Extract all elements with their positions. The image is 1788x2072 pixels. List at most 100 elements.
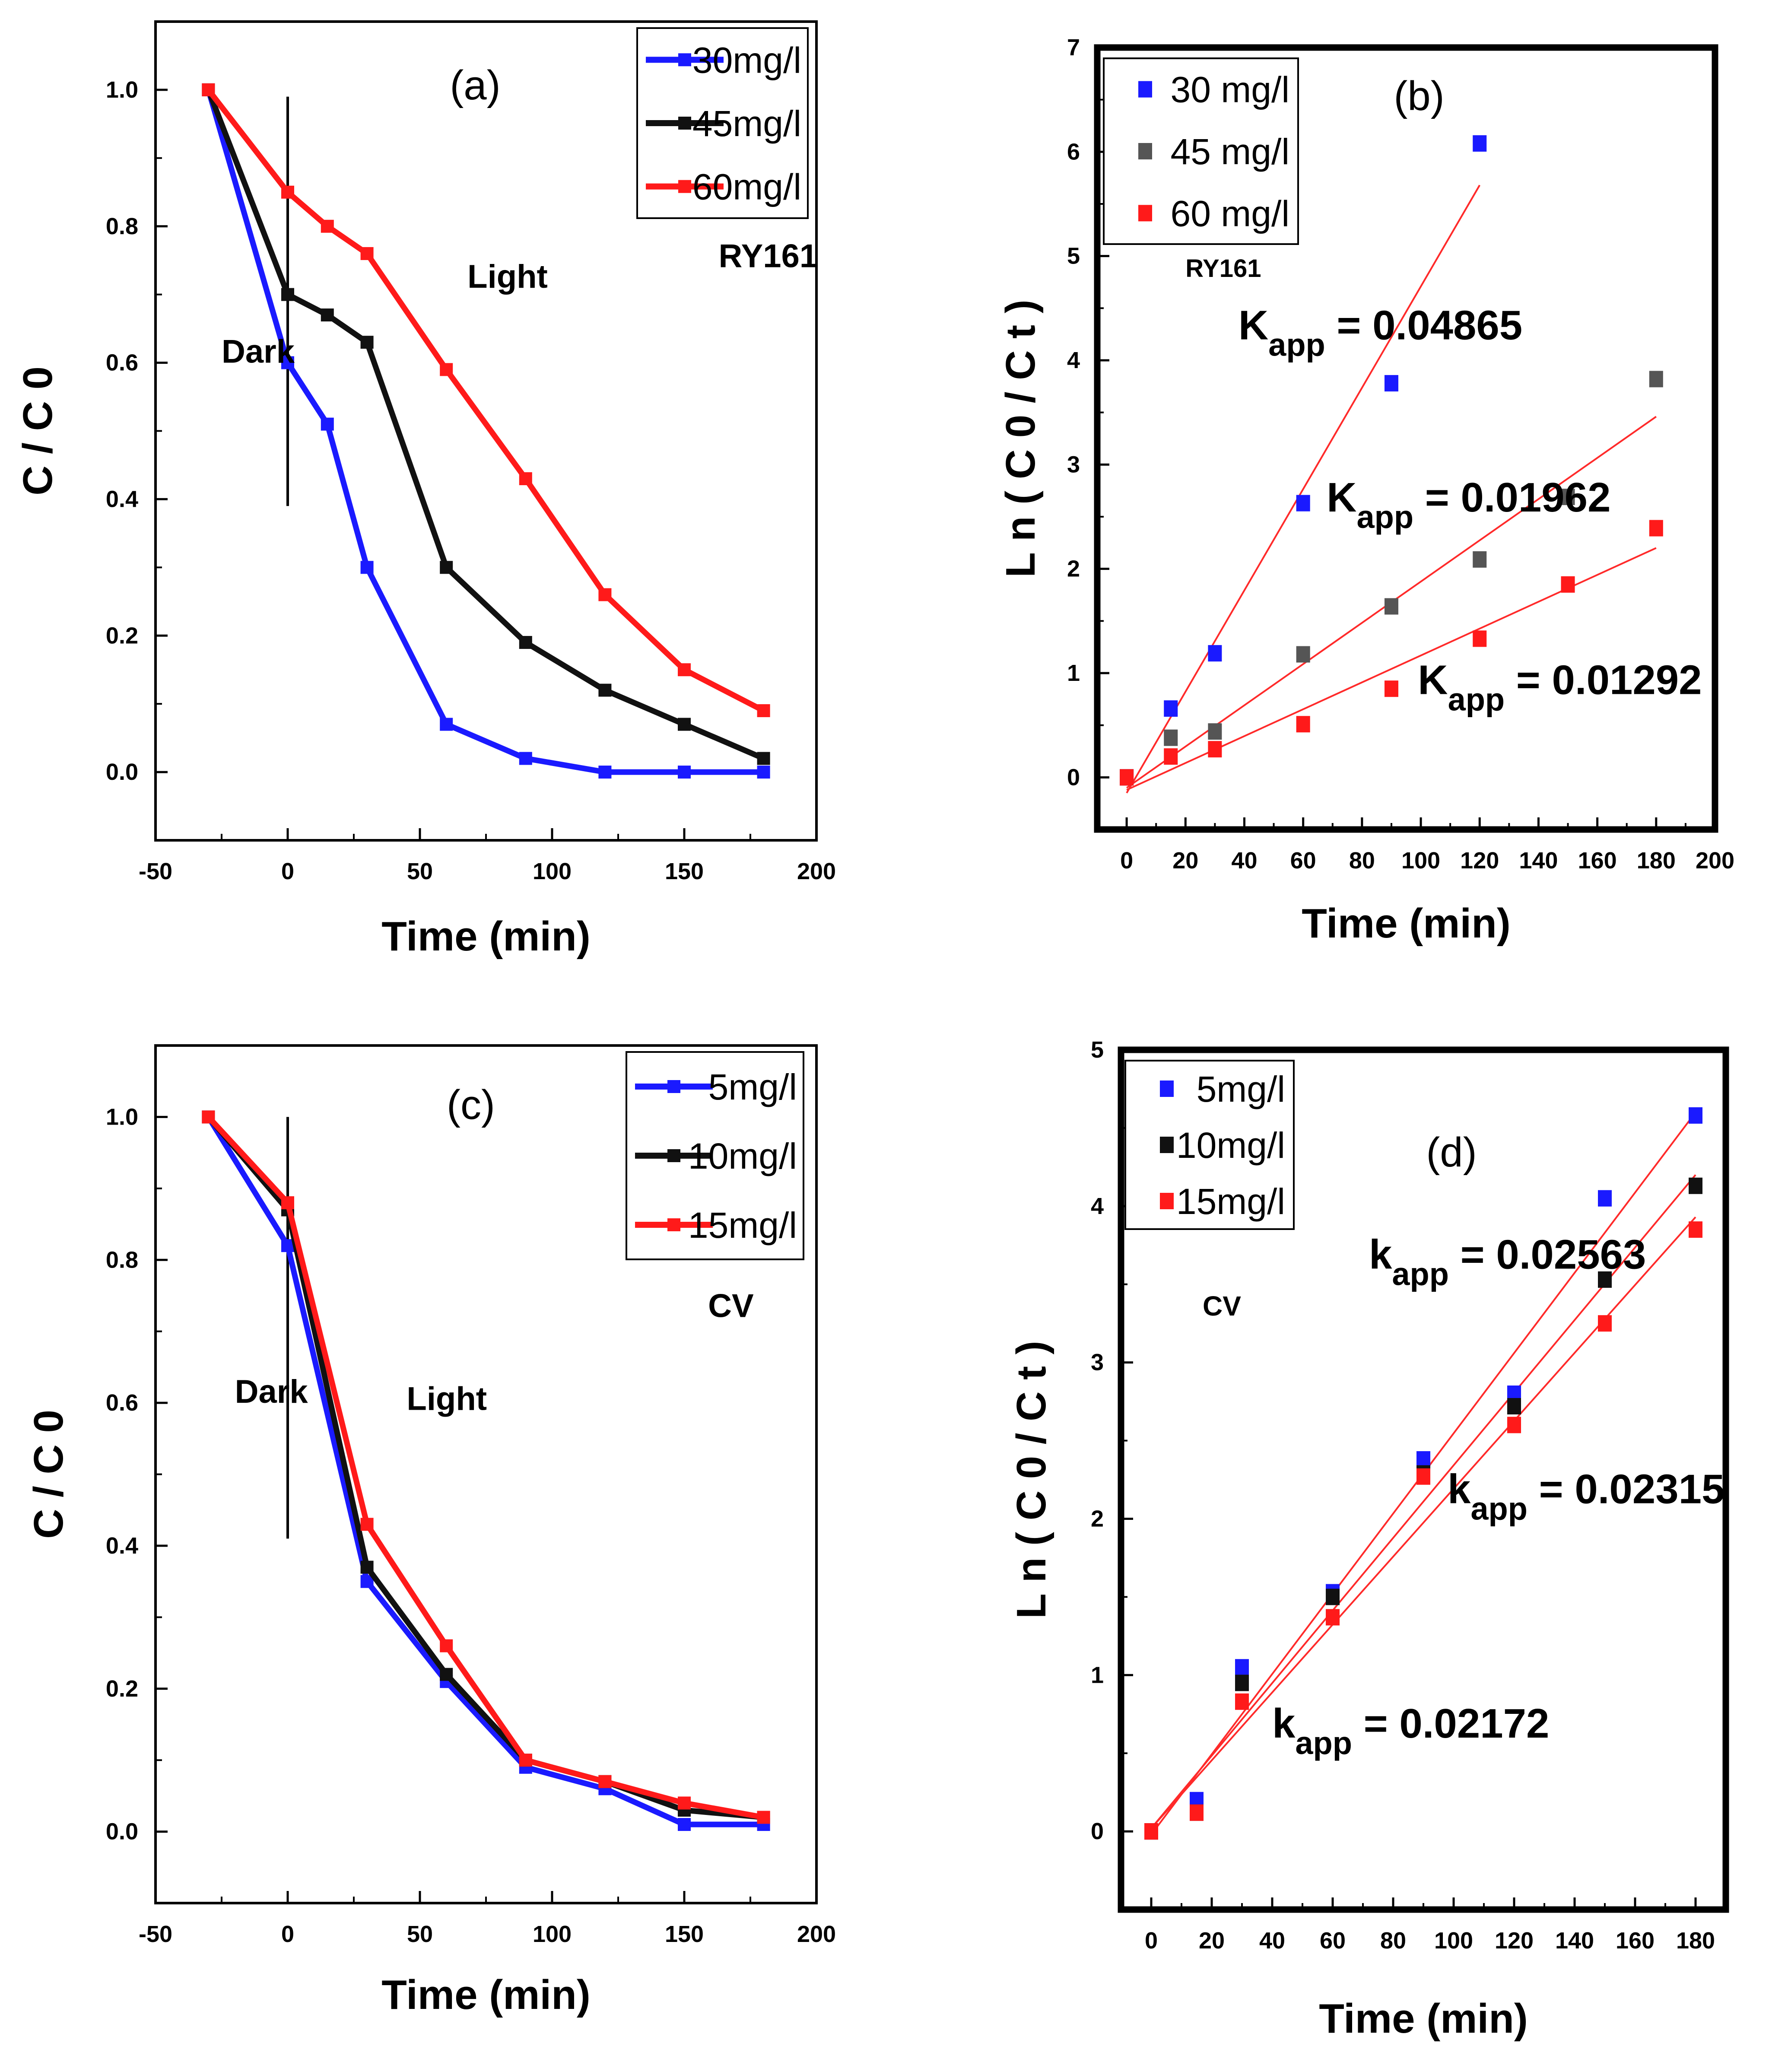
data-point bbox=[1507, 1417, 1521, 1433]
data-point bbox=[440, 1668, 453, 1681]
series-line-10mg/l bbox=[206, 1115, 764, 1820]
legend-swatch bbox=[1138, 143, 1152, 159]
data-point bbox=[1208, 741, 1222, 758]
annotation-text: CV bbox=[1203, 1290, 1241, 1322]
y-tick-label: 2 bbox=[1067, 556, 1080, 582]
data-point bbox=[598, 766, 612, 779]
legend-label: 5mg/l bbox=[1197, 1069, 1285, 1109]
data-point bbox=[360, 561, 374, 574]
x-tick-label: 160 bbox=[1616, 1928, 1655, 1954]
rate-constant-value: = 0.04865 bbox=[1325, 302, 1522, 349]
x-tick-label: 40 bbox=[1231, 848, 1257, 874]
y-tick-label: 0.0 bbox=[106, 1819, 138, 1845]
legend-label: 15mg/l bbox=[1176, 1181, 1285, 1222]
x-tick-label: 80 bbox=[1349, 848, 1375, 874]
rate-constant-symbol: K bbox=[1418, 657, 1448, 703]
rate-constant-label: Kapp = 0.01292 bbox=[1418, 657, 1702, 717]
data-point bbox=[281, 1196, 294, 1209]
x-tick-label: 120 bbox=[1460, 848, 1499, 874]
data-point bbox=[1649, 371, 1663, 388]
y-tick-label: 1 bbox=[1091, 1662, 1104, 1688]
data-point bbox=[1598, 1271, 1612, 1288]
y-tick-label: 1 bbox=[1067, 660, 1080, 686]
x-tick-label: 180 bbox=[1676, 1928, 1715, 1954]
data-point bbox=[1164, 729, 1178, 746]
data-point bbox=[281, 288, 294, 301]
y-tick-label: 0.0 bbox=[106, 759, 138, 785]
data-point bbox=[1296, 646, 1310, 663]
data-point bbox=[1326, 1589, 1340, 1605]
x-tick-label: 0 bbox=[281, 858, 294, 884]
legend-label: 5mg/l bbox=[708, 1067, 797, 1107]
x-tick-label: 100 bbox=[1401, 848, 1440, 874]
x-tick-label: 150 bbox=[665, 858, 704, 884]
panel-d: 0 20 40 60 80 100 120 140 160 180 0 1 2 3 4 5 Time (min)… bbox=[1008, 1037, 1729, 2042]
data-point bbox=[1473, 135, 1487, 152]
data-point bbox=[598, 683, 612, 697]
legend-swatch-marker bbox=[667, 1218, 680, 1231]
rate-constant-value: = 0.02315 bbox=[1528, 1466, 1724, 1512]
data-point bbox=[1208, 645, 1222, 662]
data-point bbox=[757, 766, 770, 779]
data-point bbox=[757, 1811, 770, 1824]
rate-constant-label: kapp = 0.02315 bbox=[1448, 1466, 1724, 1526]
annotation-text: Dark bbox=[235, 1373, 308, 1410]
x-tick-label: 140 bbox=[1519, 848, 1558, 874]
legend-swatch bbox=[1138, 81, 1152, 98]
rate-constant-label: kapp = 0.02563 bbox=[1369, 1232, 1646, 1292]
data-point bbox=[1144, 1823, 1158, 1840]
data-point bbox=[1473, 551, 1487, 568]
data-point bbox=[678, 663, 691, 677]
x-tick-label: 50 bbox=[407, 1921, 433, 1947]
data-point bbox=[360, 336, 374, 349]
legend-box bbox=[1103, 57, 1299, 245]
y-tick-label: 0.4 bbox=[106, 1533, 138, 1559]
x-axis-title: Time (min) bbox=[1302, 900, 1511, 947]
x-tick-label: 150 bbox=[665, 1921, 704, 1947]
legend-swatch bbox=[1160, 1193, 1174, 1209]
x-tick-label: 120 bbox=[1495, 1928, 1534, 1954]
data-point bbox=[678, 1818, 691, 1831]
data-point bbox=[757, 752, 770, 765]
y-tick-label: 0 bbox=[1091, 1818, 1104, 1844]
x-tick-label: 20 bbox=[1199, 1928, 1225, 1954]
data-point bbox=[1326, 1609, 1340, 1626]
y-tick-label: 5 bbox=[1067, 243, 1080, 269]
data-point bbox=[1649, 520, 1663, 537]
data-point bbox=[360, 247, 374, 260]
x-tick-label: 0 bbox=[1145, 1928, 1158, 1954]
legend-swatch-marker bbox=[667, 1080, 680, 1093]
data-point bbox=[360, 1518, 374, 1531]
x-tick-label: 60 bbox=[1290, 848, 1316, 874]
data-point bbox=[519, 752, 532, 765]
x-tick-label: 100 bbox=[1434, 1928, 1473, 1954]
y-tick-label: 0.2 bbox=[106, 623, 138, 648]
y-tick-label: 0.2 bbox=[106, 1676, 138, 1702]
rate-constant-value: = 0.02563 bbox=[1449, 1232, 1646, 1278]
data-point bbox=[519, 1754, 532, 1767]
x-tick-label: -50 bbox=[139, 1921, 172, 1947]
x-axis-title: Time (min) bbox=[381, 913, 591, 960]
data-point bbox=[678, 718, 691, 731]
data-point bbox=[440, 363, 453, 376]
data-point bbox=[360, 1560, 374, 1574]
x-tick-label: 100 bbox=[533, 858, 572, 884]
rate-constant-subscript: app bbox=[1470, 1490, 1528, 1526]
data-point bbox=[1561, 576, 1575, 593]
legend-swatch bbox=[1160, 1137, 1174, 1153]
data-point bbox=[1473, 630, 1487, 647]
rate-constant-value: = 0.01292 bbox=[1505, 657, 1702, 703]
data-point bbox=[321, 219, 334, 233]
rate-constant-subscript: app bbox=[1356, 499, 1413, 535]
y-tick-label: 6 bbox=[1067, 139, 1080, 165]
legend-swatch-marker bbox=[678, 53, 691, 67]
annotation-text: RY161 bbox=[719, 238, 818, 275]
y-tick-label: 0.6 bbox=[106, 1390, 138, 1416]
data-point bbox=[1164, 700, 1178, 717]
data-point bbox=[281, 356, 294, 369]
data-point bbox=[440, 718, 453, 731]
data-point bbox=[1235, 1693, 1249, 1710]
y-axis-title: L n ( C 0 / C t ) bbox=[1008, 1341, 1054, 1619]
data-point bbox=[1296, 495, 1310, 512]
x-axis-title: Time (min) bbox=[1319, 1996, 1528, 2042]
